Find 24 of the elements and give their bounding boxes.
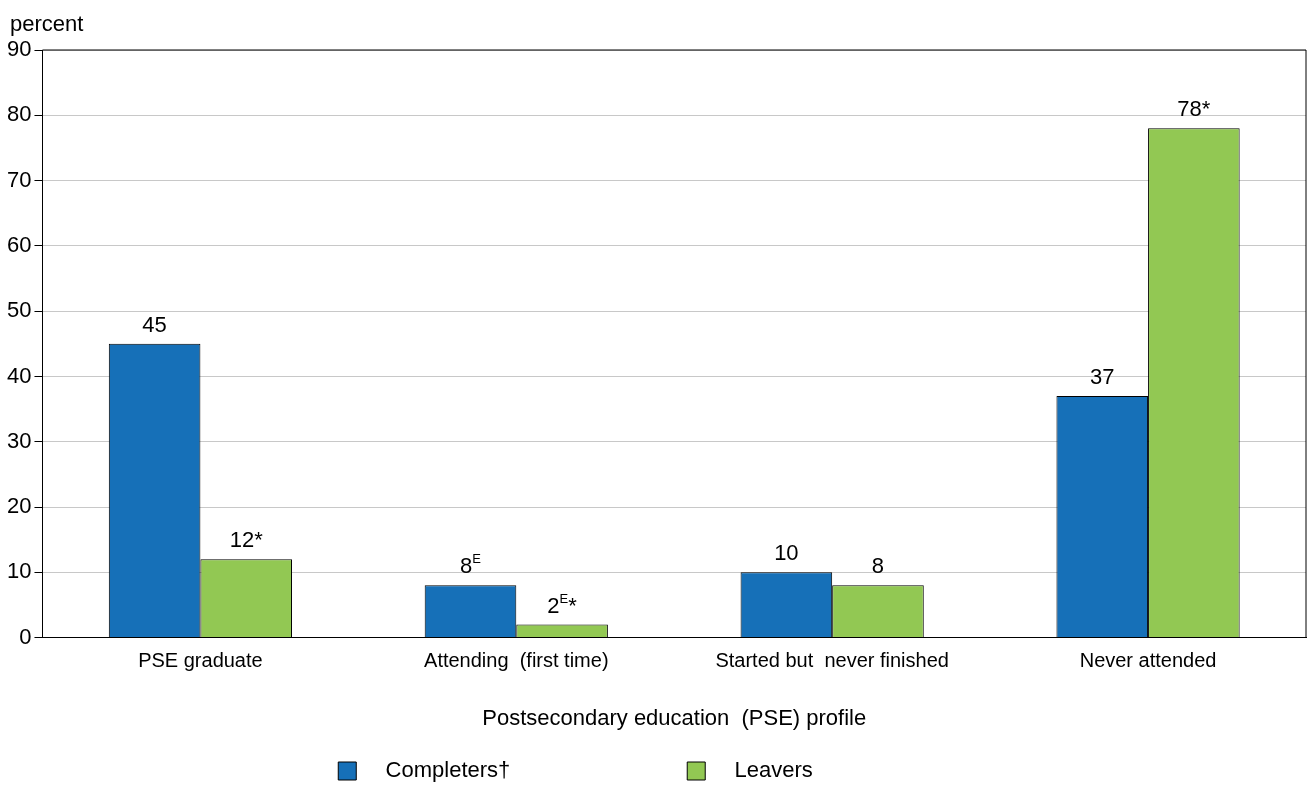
data-label: 45 xyxy=(142,311,167,337)
y-tick-label: 10 xyxy=(6,558,32,584)
legend-label: Leavers xyxy=(716,757,972,783)
y-tick-label: 90 xyxy=(6,36,32,62)
y-tick-label: 40 xyxy=(6,362,32,388)
data-label: 37 xyxy=(1090,364,1115,390)
y-axis-title: percent xyxy=(10,11,84,37)
y-tick-label: 50 xyxy=(6,297,32,323)
data-label: 78* xyxy=(1177,96,1211,122)
x-axis-title: Postsecondary education (PSE) profile xyxy=(482,704,867,730)
y-tick-label: 70 xyxy=(6,166,32,192)
y-tick-label: 80 xyxy=(6,101,32,127)
data-label: 8 xyxy=(871,553,885,579)
x-tick-label: Attending (first time) xyxy=(424,649,609,672)
y-tick-label: 30 xyxy=(6,427,32,453)
x-tick-label: Never attended xyxy=(1079,649,1217,672)
data-label: 10 xyxy=(774,540,799,566)
x-tick-label: PSE graduate xyxy=(138,649,263,672)
data-label: 12* xyxy=(229,527,264,553)
y-tick-label: 20 xyxy=(6,493,32,519)
legend-label: Completers† xyxy=(367,757,670,783)
y-tick-label: 0 xyxy=(19,623,32,649)
x-tick-label: Started but never finished xyxy=(715,649,949,672)
y-tick-label: 60 xyxy=(6,231,32,257)
